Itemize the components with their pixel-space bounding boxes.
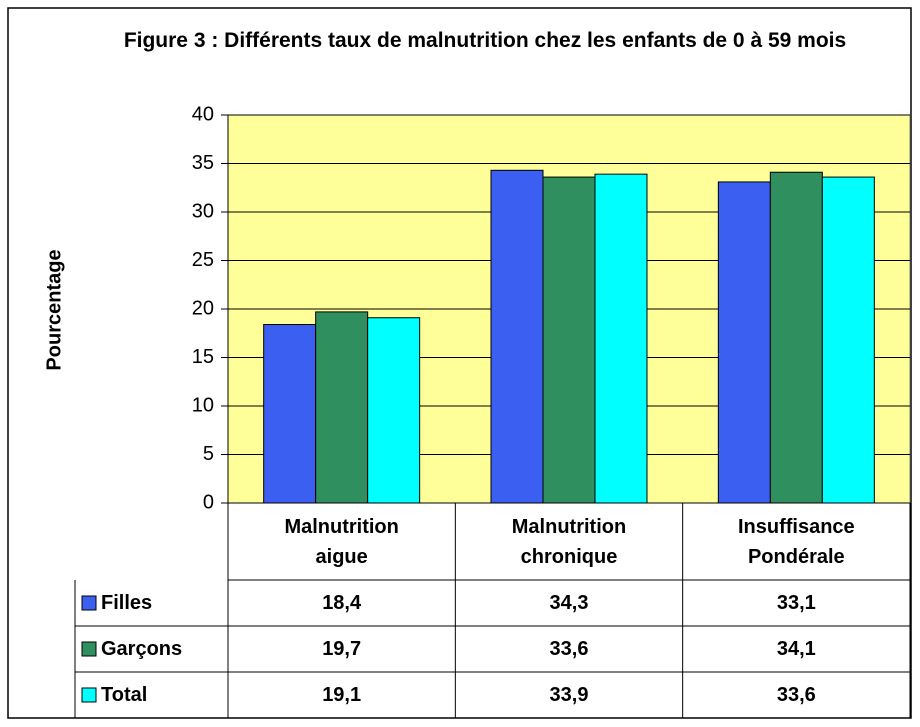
- x-tick-label: Insuffisance Pondérale: [737, 515, 855, 568]
- bar: [542, 176, 596, 504]
- data-label: 33,6: [549, 638, 589, 660]
- bar: [769, 171, 823, 504]
- legend-key: [81, 595, 97, 611]
- legend-label: Garçons: [101, 638, 183, 660]
- bar: [490, 169, 544, 504]
- y-tick-label: 30: [192, 200, 214, 222]
- data-label: 34,3: [549, 592, 589, 614]
- legend-label: Filles: [101, 592, 153, 614]
- data-label: 33,1: [776, 592, 816, 614]
- y-tick-label: 40: [192, 103, 214, 125]
- bar: [263, 324, 317, 504]
- y-tick-label: 25: [192, 249, 214, 271]
- data-label: 33,6: [776, 684, 816, 706]
- x-tick-label: Malnutrition aigue: [284, 515, 399, 568]
- bar: [821, 176, 875, 504]
- bar: [717, 181, 771, 504]
- legend-key: [81, 687, 97, 703]
- y-tick-label: 15: [192, 346, 214, 368]
- y-axis-label: Pourcentage: [43, 249, 65, 370]
- data-label: 19,1: [322, 684, 362, 706]
- data-label: 19,7: [322, 638, 362, 660]
- y-tick-label: 0: [203, 491, 214, 513]
- y-tick-label: 20: [192, 297, 214, 319]
- data-label: 33,9: [549, 684, 589, 706]
- data-label: 34,1: [776, 638, 816, 660]
- legend-key: [81, 641, 97, 657]
- legend-label: Total: [101, 684, 148, 706]
- data-label: 18,4: [322, 592, 362, 614]
- bar: [594, 173, 648, 504]
- y-tick-label: 5: [203, 443, 214, 465]
- x-tick-label: Malnutrition chronique: [511, 515, 627, 568]
- chart-title: Figure 3 : Différents taux de malnutriti…: [123, 29, 847, 52]
- y-tick-label: 35: [192, 152, 214, 174]
- bar: [315, 311, 369, 504]
- bar: [367, 317, 421, 504]
- y-tick-label: 10: [192, 394, 214, 416]
